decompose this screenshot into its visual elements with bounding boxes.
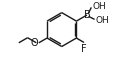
Text: OH: OH — [96, 16, 110, 25]
Text: OH: OH — [93, 2, 106, 11]
Text: F: F — [82, 44, 87, 54]
Text: O: O — [31, 38, 38, 48]
Text: B: B — [84, 10, 90, 20]
